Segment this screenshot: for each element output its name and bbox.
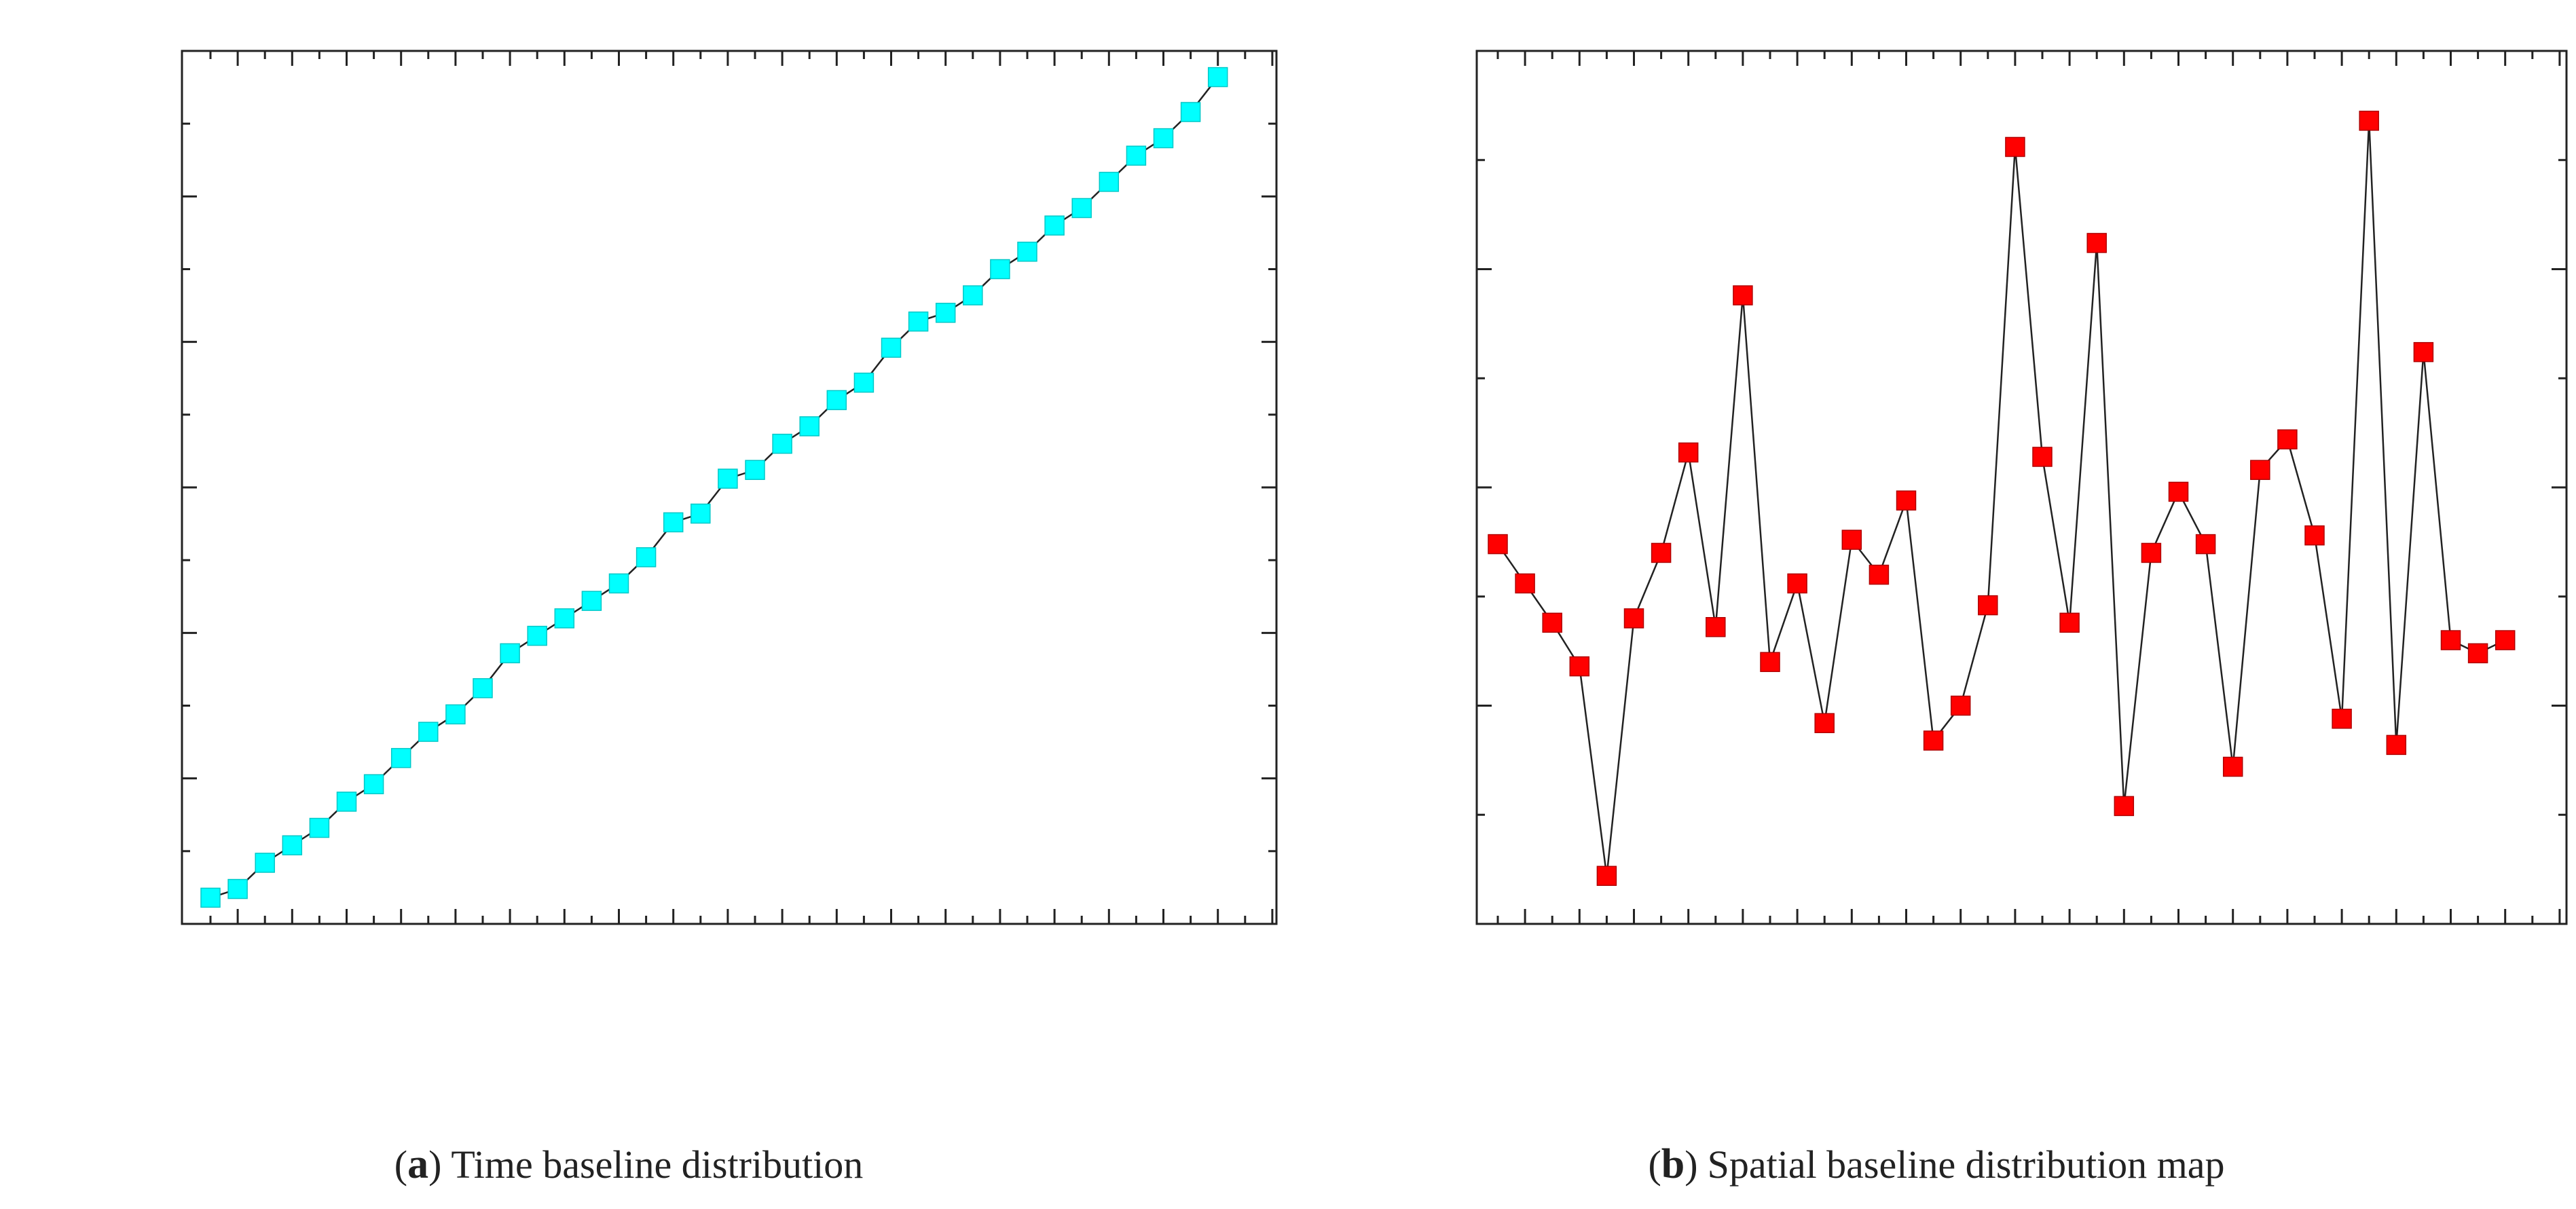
data-point [1542,612,1562,633]
data-point [799,416,820,436]
data-point [581,591,602,611]
data-point [2250,460,2270,481]
data-point [663,512,684,533]
data-point [881,337,902,358]
data-point [2086,233,2107,253]
data-point [1841,529,1862,550]
data-point [1099,172,1120,192]
data-point [1787,573,1807,594]
data-point [2114,796,2135,817]
chart-spatial-baseline [1475,50,2568,925]
data-point [200,887,221,908]
data-point [309,817,330,838]
series-line [210,76,1219,899]
data-point [1896,490,1917,511]
caption-a: (a) Time baseline distribution [394,1141,864,1187]
data-point [2467,643,2488,664]
data-point [390,747,411,768]
data-point [908,311,929,332]
data-point [2059,612,2080,633]
data-point [1044,215,1065,236]
data-point [336,792,357,812]
data-point [418,722,439,742]
data-point [2495,630,2516,650]
data-point [2386,734,2407,756]
plot-frame [1475,50,2568,925]
data-point [1488,534,1508,555]
data-point [1869,564,1890,585]
data-point [935,303,956,323]
data-point [1126,145,1147,166]
data-point [527,625,547,646]
data-point [2440,630,2461,650]
data-point [1180,102,1201,122]
data-point [853,372,875,393]
data-point [445,704,466,725]
data-point [2222,756,2243,777]
data-point [227,878,248,899]
data-point [1923,730,1944,751]
data-point [1678,442,1699,463]
data-point [282,835,303,856]
data-point [963,285,983,305]
data-point [1760,652,1780,672]
data-point [1017,242,1037,262]
data-point [2195,534,2216,555]
data-point [2032,447,2053,467]
series-line [1496,120,2506,876]
data-point [1706,617,1726,637]
data-point [1153,128,1174,149]
data-point [718,468,738,489]
data-point [691,503,711,524]
data-point [2141,542,2162,563]
data-point [2005,136,2025,157]
data-point [1596,866,1617,887]
data-point [826,390,847,411]
data-point [1814,713,1835,733]
data-point [1623,608,1644,629]
data-point [990,259,1010,280]
data-point [473,678,493,699]
data-point [255,853,275,873]
data-point [1651,542,1672,563]
data-point [772,433,792,454]
data-point [2304,525,2325,546]
data-point [500,643,520,664]
data-point [1950,695,1971,716]
data-point [554,608,575,629]
data-point [2168,481,2189,502]
data-point [363,774,384,794]
data-point [1733,285,1753,305]
data-point [2332,709,2352,729]
data-point [1569,656,1590,677]
data-point [1071,198,1092,219]
data-point [2359,111,2379,131]
chart-time-baseline [181,50,1278,925]
data-point [2413,341,2434,362]
data-point [1515,573,1535,594]
data-point [2277,429,2298,450]
data-point [1978,595,1998,616]
caption-b: (b) Spatial baseline distribution map [1648,1141,2224,1187]
data-point [1207,67,1228,88]
data-point [608,573,629,594]
data-point [636,547,657,568]
data-point [745,460,765,481]
